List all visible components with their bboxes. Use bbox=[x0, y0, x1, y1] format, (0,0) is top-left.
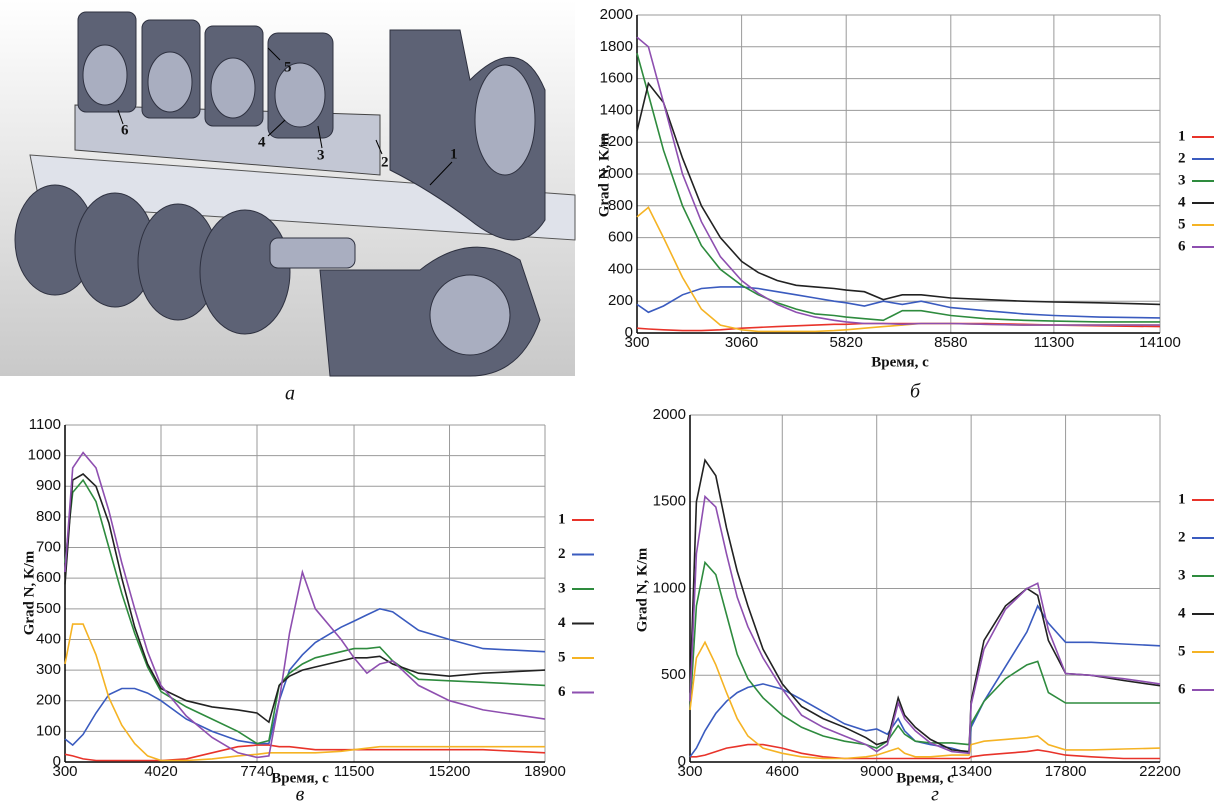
x-tick-label: 22200 bbox=[1139, 763, 1181, 780]
y-tick-label: 1400 bbox=[600, 101, 633, 118]
series-line bbox=[637, 53, 1160, 322]
x-tick-label: 4020 bbox=[144, 763, 177, 780]
x-tick-label: 3060 bbox=[725, 334, 758, 351]
y-tick-label: 500 bbox=[36, 600, 61, 617]
legend-label: 2 bbox=[1178, 529, 1186, 545]
x-tick-label: 15200 bbox=[429, 763, 471, 780]
y-tick-label: 600 bbox=[608, 229, 633, 246]
series-line bbox=[65, 609, 545, 745]
x-tick-label: 300 bbox=[677, 763, 702, 780]
legend-label: 2 bbox=[558, 546, 566, 562]
y-tick-label: 200 bbox=[608, 292, 633, 309]
figure: 5 6 4 3 2 1 а 02004006008001000120014001… bbox=[0, 0, 1219, 807]
y-tick-label: 2000 bbox=[600, 6, 633, 23]
series-line bbox=[690, 642, 1160, 758]
part-label: 4 bbox=[258, 134, 266, 150]
series-line bbox=[637, 83, 1160, 304]
legend-label: 4 bbox=[1178, 605, 1186, 621]
legend-label: 6 bbox=[558, 684, 566, 700]
x-tick-label: 17800 bbox=[1045, 763, 1087, 780]
legend-label: 5 bbox=[1178, 216, 1186, 232]
y-tick-label: 400 bbox=[608, 260, 633, 277]
cad-model bbox=[0, 0, 575, 376]
y-tick-label: 2000 bbox=[653, 406, 686, 423]
x-tick-label: 7740 bbox=[240, 763, 273, 780]
legend-label: 4 bbox=[1178, 194, 1186, 210]
legend-label: 3 bbox=[558, 580, 566, 596]
x-tick-label: 9000 bbox=[860, 763, 893, 780]
legend-label: 1 bbox=[1178, 128, 1186, 144]
y-tick-label: 1800 bbox=[600, 38, 633, 55]
series-line bbox=[65, 474, 545, 722]
x-tick-label: 4600 bbox=[766, 763, 799, 780]
legend-label: 6 bbox=[1178, 681, 1186, 697]
y-tick-label: 1500 bbox=[653, 493, 686, 510]
y-tick-label: 200 bbox=[36, 692, 61, 709]
x-tick-label: 11500 bbox=[334, 763, 375, 780]
y-tick-label: 300 bbox=[36, 661, 61, 678]
y-tick-label: 800 bbox=[36, 508, 61, 525]
caption: б bbox=[910, 381, 921, 403]
legend-label: 6 bbox=[1178, 238, 1186, 254]
y-tick-label: 1000 bbox=[653, 579, 686, 596]
legend-label: 1 bbox=[1178, 491, 1186, 507]
y-axis-label: Grad N, K/m bbox=[596, 132, 612, 217]
caption: в bbox=[296, 784, 305, 806]
part-label: 2 bbox=[381, 154, 389, 170]
x-tick-label: 18900 bbox=[524, 763, 566, 780]
legend-label: 5 bbox=[1178, 643, 1186, 659]
x-axis-label: Время, с bbox=[871, 354, 929, 370]
legend-label: 2 bbox=[1178, 150, 1186, 166]
x-tick-label: 5820 bbox=[830, 334, 863, 351]
series-line bbox=[65, 453, 545, 758]
part-label: 5 bbox=[284, 59, 292, 75]
y-tick-label: 900 bbox=[36, 477, 61, 494]
series-line bbox=[65, 480, 545, 743]
y-axis-label: Grad N, K/m bbox=[634, 547, 650, 632]
legend-label: 3 bbox=[1178, 172, 1186, 188]
y-tick-label: 1000 bbox=[28, 447, 61, 464]
legend-label: 5 bbox=[558, 649, 566, 665]
series-line bbox=[65, 624, 545, 760]
legend-label: 1 bbox=[558, 511, 566, 527]
x-axis-label: Время, с bbox=[896, 770, 954, 786]
part-label: 3 bbox=[317, 147, 325, 163]
x-tick-label: 300 bbox=[52, 763, 77, 780]
y-axis-label: Grad N, K/m bbox=[21, 550, 37, 635]
series-line bbox=[690, 460, 1160, 751]
chart: 0200400600800100012001400160018002000300… bbox=[596, 6, 1214, 403]
x-tick-label: 14100 bbox=[1139, 334, 1181, 351]
legend-label: 4 bbox=[558, 615, 566, 631]
part-label: 1 bbox=[450, 146, 458, 162]
part-label: 6 bbox=[121, 122, 129, 138]
caption: г bbox=[931, 784, 939, 806]
x-tick-label: 13400 bbox=[950, 763, 992, 780]
y-tick-label: 1600 bbox=[600, 70, 633, 87]
y-tick-label: 1100 bbox=[29, 416, 61, 433]
y-tick-label: 700 bbox=[36, 539, 61, 556]
y-tick-label: 400 bbox=[36, 630, 61, 647]
y-tick-label: 600 bbox=[36, 569, 61, 586]
caption: а bbox=[285, 383, 295, 405]
series-line bbox=[690, 497, 1160, 754]
x-tick-label: 8580 bbox=[934, 334, 967, 351]
legend-label: 3 bbox=[1178, 567, 1186, 583]
series-line bbox=[637, 37, 1160, 325]
series-line bbox=[690, 563, 1160, 749]
x-tick-label: 11300 bbox=[1034, 334, 1075, 351]
y-tick-label: 100 bbox=[36, 722, 61, 739]
y-tick-label: 500 bbox=[661, 666, 686, 683]
x-tick-label: 300 bbox=[624, 334, 649, 351]
